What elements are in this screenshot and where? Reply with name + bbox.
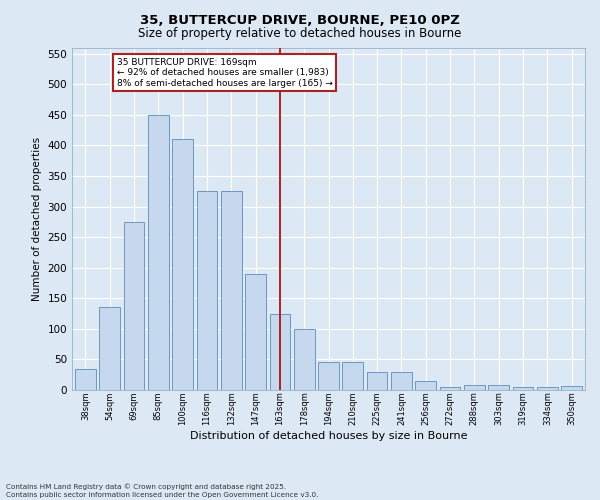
Bar: [197, 191, 217, 390]
Bar: [561, 386, 582, 390]
Bar: [75, 368, 96, 390]
Bar: [415, 381, 436, 390]
Text: Size of property relative to detached houses in Bourne: Size of property relative to detached ho…: [139, 28, 461, 40]
Bar: [148, 115, 169, 390]
Bar: [124, 222, 145, 390]
Bar: [294, 329, 314, 390]
Bar: [172, 139, 193, 390]
Bar: [391, 372, 412, 390]
Text: Contains HM Land Registry data © Crown copyright and database right 2025.
Contai: Contains HM Land Registry data © Crown c…: [6, 484, 319, 498]
Text: 35, BUTTERCUP DRIVE, BOURNE, PE10 0PZ: 35, BUTTERCUP DRIVE, BOURNE, PE10 0PZ: [140, 14, 460, 27]
Text: 35 BUTTERCUP DRIVE: 169sqm
← 92% of detached houses are smaller (1,983)
8% of se: 35 BUTTERCUP DRIVE: 169sqm ← 92% of deta…: [117, 58, 333, 88]
Bar: [367, 372, 388, 390]
Y-axis label: Number of detached properties: Number of detached properties: [32, 136, 42, 301]
Bar: [318, 362, 339, 390]
Bar: [269, 314, 290, 390]
Bar: [464, 385, 485, 390]
Bar: [100, 308, 120, 390]
Bar: [537, 387, 557, 390]
Bar: [221, 191, 242, 390]
Bar: [488, 385, 509, 390]
Bar: [343, 362, 363, 390]
X-axis label: Distribution of detached houses by size in Bourne: Distribution of detached houses by size …: [190, 431, 467, 441]
Bar: [440, 387, 460, 390]
Bar: [245, 274, 266, 390]
Bar: [512, 387, 533, 390]
